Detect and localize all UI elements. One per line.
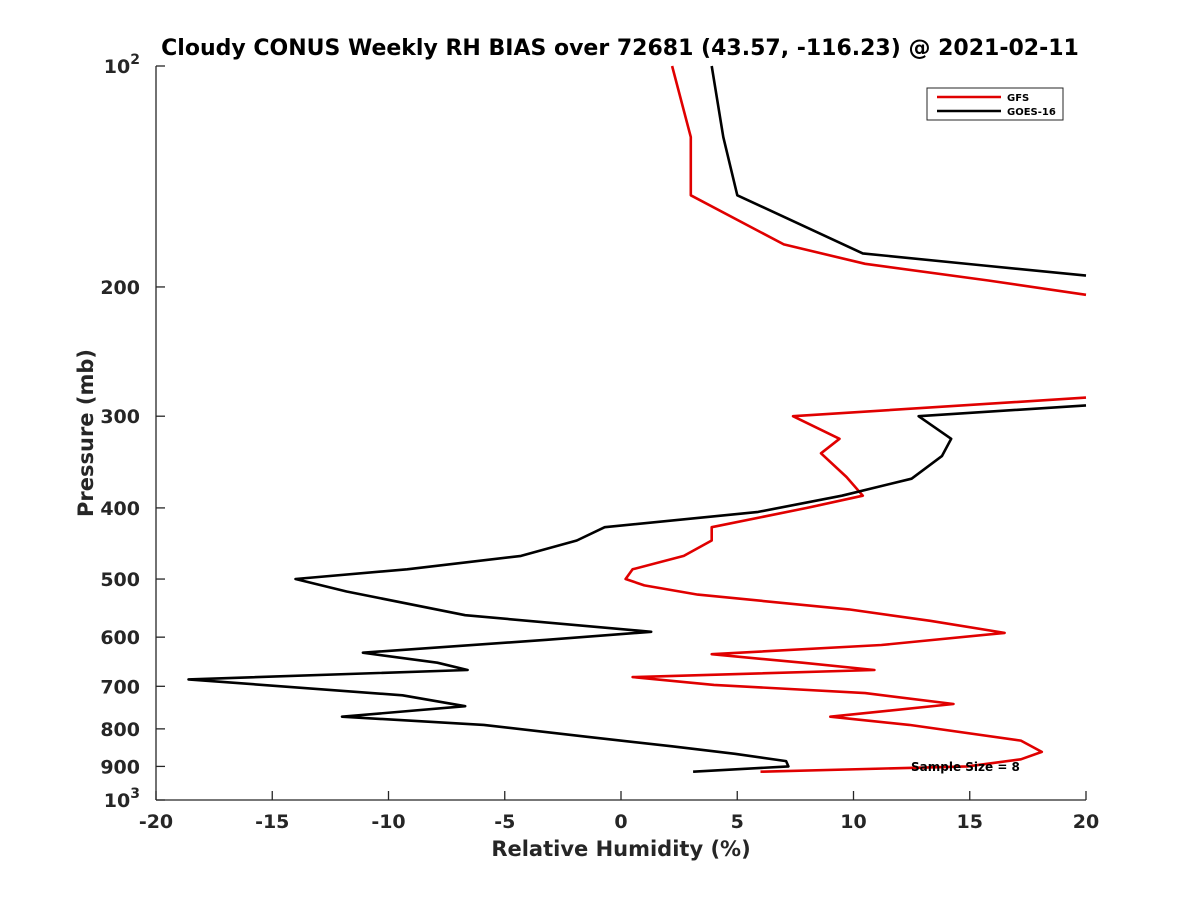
x-ticks: -20 -15 -10 -5 0 5 10 15 20	[139, 791, 1099, 833]
y-tick-label: 800	[100, 719, 140, 741]
y-tick-label: 102	[104, 52, 140, 78]
legend-label-gfs: GFS	[1007, 93, 1029, 104]
y-tick-label: 500	[100, 569, 140, 591]
x-tick-label: 0	[614, 811, 627, 833]
x-tick-label: 5	[731, 811, 744, 833]
y-tick-label: 600	[100, 627, 140, 649]
y-ticks: 102 200 300 400 500 600 700 800 900 103	[100, 52, 165, 812]
series-line-goes16-1	[710, 65, 1087, 277]
y-tick-label: 200	[100, 277, 140, 299]
y-tick-label: 900	[100, 756, 140, 778]
series-line-gfs-1	[670, 65, 1087, 297]
sample-size-annotation: Sample Size = 8	[911, 760, 1020, 774]
series-line-goes16-2	[187, 404, 1087, 773]
series-layer	[187, 65, 1087, 773]
series-gfs	[624, 65, 1087, 773]
series-line-gfs-2	[624, 396, 1087, 773]
y-tick-label: 300	[100, 406, 140, 428]
y-tick-label: 400	[100, 498, 140, 520]
x-tick-label: 10	[840, 811, 866, 833]
x-tick-label: -20	[139, 811, 173, 833]
legend: GFS GOES-16	[926, 87, 1064, 121]
x-tick-label: 20	[1073, 811, 1099, 833]
x-tick-label: 15	[957, 811, 983, 833]
x-tick-label: -15	[255, 811, 289, 833]
series-goes16	[187, 65, 1087, 773]
x-tick-label: -5	[494, 811, 515, 833]
y-axis-label: Pressure (mb)	[74, 349, 98, 517]
legend-box	[926, 87, 1064, 121]
x-tick-label: -10	[371, 811, 405, 833]
y-tick-label: 700	[100, 676, 140, 698]
plot-area: -20 -15 -10 -5 0 5 10 15 20 102 200 300 400 500 600 70…	[100, 52, 1099, 833]
chart-title: Cloudy CONUS Weekly RH BIAS over 72681 (…	[161, 36, 1079, 61]
x-axis-label: Relative Humidity (%)	[491, 837, 750, 861]
y-tick-label: 103	[104, 786, 140, 812]
legend-label-goes16: GOES-16	[1007, 107, 1056, 118]
